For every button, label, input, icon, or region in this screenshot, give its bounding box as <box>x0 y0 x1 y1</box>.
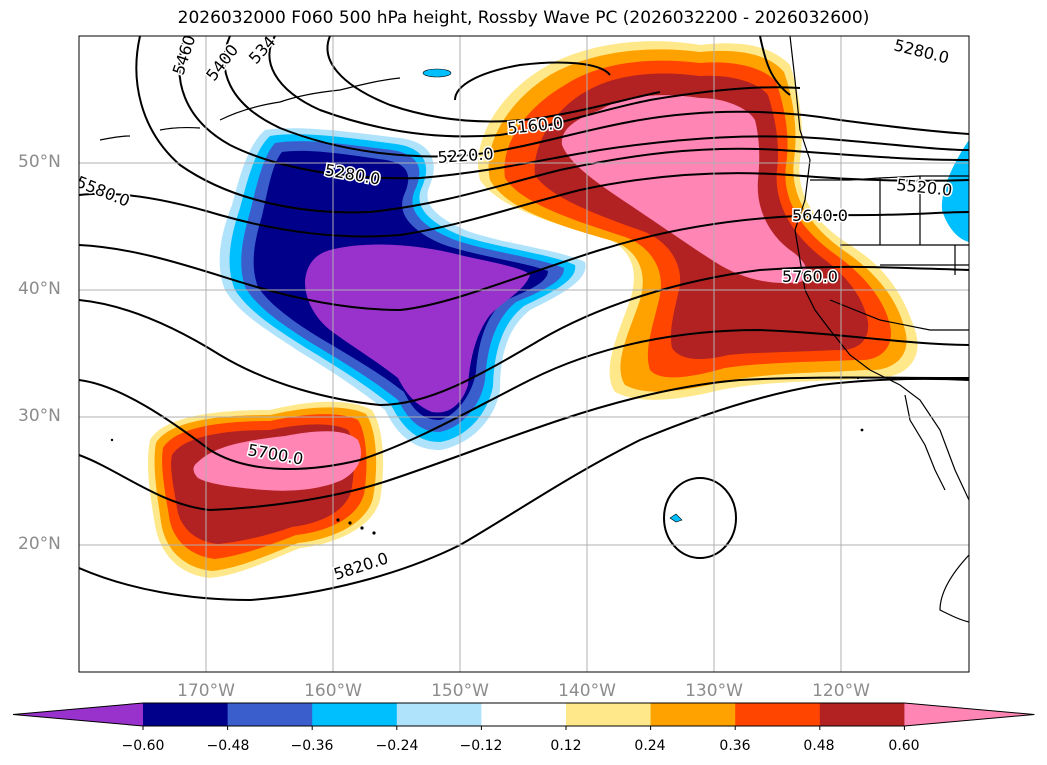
graticule <box>79 36 969 672</box>
map-title: 2026032000 F060 500 hPa height, Rossby W… <box>177 8 870 28</box>
colorbar-tick-label: 0.48 <box>803 738 835 754</box>
contour-label: 5640.0 <box>792 206 848 225</box>
lat-label: 20°N <box>18 534 61 554</box>
colorbar-tick-label: 0.12 <box>550 738 582 754</box>
colorbar-swatch <box>396 703 482 726</box>
colorbar-tick-label: −0.60 <box>121 738 165 754</box>
colorbar-tick-label: −0.48 <box>206 738 250 754</box>
contour-label: 5760.0 <box>782 267 838 286</box>
colorbar-outline <box>12 702 1035 727</box>
lat-label: 50°N <box>18 152 61 172</box>
colorbar-swatch <box>819 703 905 726</box>
colorbar-extend-max <box>904 703 1035 726</box>
colorbar-tick-label: 0.24 <box>634 738 666 754</box>
colorbar-swatch <box>566 703 652 726</box>
lon-label: 120°W <box>812 681 870 701</box>
lon-label: 160°W <box>304 681 362 701</box>
lon-label: 140°W <box>558 681 616 701</box>
negative-anomaly-small <box>941 140 969 242</box>
colorbar-swatch <box>650 703 736 726</box>
lat-label: 30°N <box>18 406 61 426</box>
lat-label: 40°N <box>18 279 61 299</box>
colorbar-tick-label: 0.60 <box>888 738 920 754</box>
colorbar-swatch <box>735 703 821 726</box>
colorbar-tick-label: 0.36 <box>719 738 751 754</box>
colorbar-swatch <box>481 703 567 726</box>
colorbar-tick-label: −0.12 <box>459 738 503 754</box>
positive-anomaly-subtropics <box>147 401 384 578</box>
lon-label: 150°W <box>431 681 489 701</box>
colorbar-tick-label: −0.36 <box>290 738 334 754</box>
colorbar-extend-min <box>13 703 143 726</box>
map-panel: 5460 5400 534 5280.0 5160.0 5220.0 5280.… <box>78 35 970 673</box>
negative-anomaly-pacific <box>219 128 586 450</box>
lon-label: 170°W <box>177 681 235 701</box>
coastlines <box>99 36 969 623</box>
colorbar-swatch <box>143 703 229 726</box>
contour-label: 5220.0 <box>437 144 494 167</box>
colorbar-swatch <box>312 703 398 726</box>
colorbar-tick-label: −0.24 <box>375 738 419 754</box>
map-frame <box>78 35 970 673</box>
lon-label: 130°W <box>685 681 743 701</box>
height-contours <box>79 36 969 602</box>
colorbar-swatch <box>227 703 313 726</box>
